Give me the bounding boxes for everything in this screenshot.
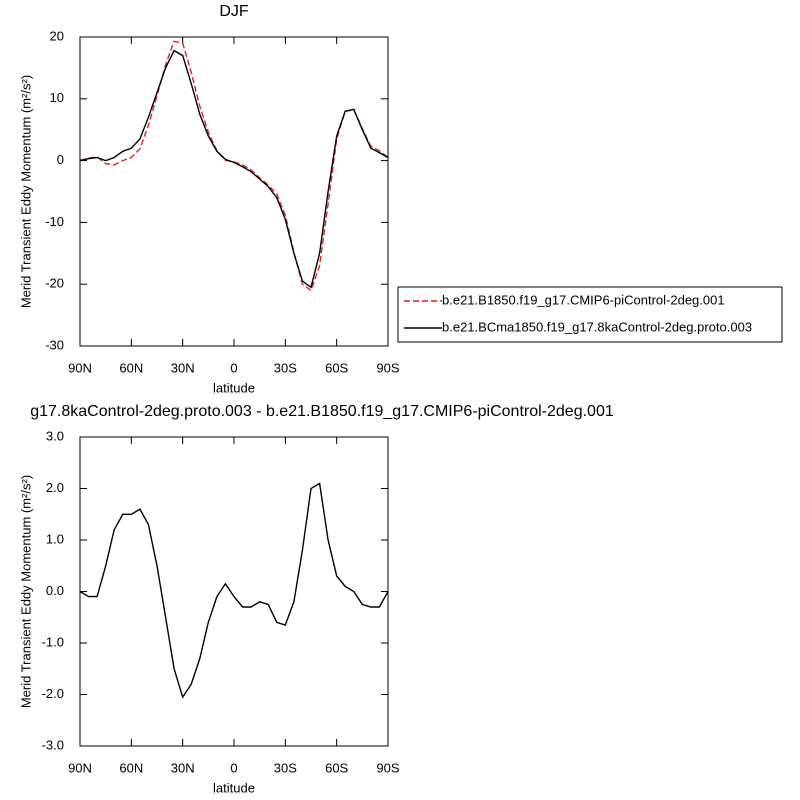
legend-label: b.e21.BCma1850.f19_g17.8kaControl-2deg.p… [442, 319, 752, 334]
y-tick-label: 3.0 [46, 428, 64, 443]
x-axis-label: latitude [213, 780, 255, 795]
x-tick-label: 60S [325, 760, 348, 775]
x-tick-label: 30S [274, 360, 297, 375]
y-tick-label: 0 [57, 152, 64, 167]
y-tick-label: 10 [50, 90, 64, 105]
x-tick-label: 0 [230, 360, 237, 375]
x-tick-label: 30N [171, 760, 195, 775]
x-axis-label: latitude [213, 380, 255, 395]
y-tick-label: -20 [45, 276, 64, 291]
y-tick-label: -2.0 [42, 686, 64, 701]
y-tick-label: 0.0 [46, 583, 64, 598]
series-line [79, 482, 389, 699]
y-tick-label: 20 [50, 28, 64, 43]
y-tick-label: -3.0 [42, 737, 64, 752]
chart-title: g17.8kaControl-2deg.proto.003 - b.e21.B1… [30, 403, 614, 420]
y-axis-label: Merid Transient Eddy Momentum (m²/s²) [18, 75, 33, 308]
x-tick-label: 0 [230, 760, 237, 775]
x-tick-label: 90N [68, 360, 92, 375]
x-tick-label: 60N [119, 760, 143, 775]
x-tick-label: 30S [274, 760, 297, 775]
plot-frame [79, 36, 389, 347]
x-tick-label: 60N [119, 360, 143, 375]
y-tick-label: -1.0 [42, 634, 64, 649]
x-tick-label: 90S [376, 760, 399, 775]
y-tick-label: -10 [45, 214, 64, 229]
x-tick-label: 60S [325, 360, 348, 375]
legend-label: b.e21.B1850.f19_g17.CMIP6-piControl-2deg… [442, 292, 725, 307]
series-line [79, 40, 389, 292]
x-tick-label: 90N [68, 760, 92, 775]
legend-box [397, 286, 783, 343]
chart-title: DJF [219, 3, 249, 20]
x-tick-label: 30N [171, 360, 195, 375]
series-line [79, 49, 389, 289]
plot-frame [79, 436, 389, 747]
y-tick-label: -30 [45, 337, 64, 352]
y-axis-label: Merid Transient Eddy Momentum (m²/s²) [18, 475, 33, 708]
x-tick-label: 90S [376, 360, 399, 375]
y-tick-label: 1.0 [46, 531, 64, 546]
y-tick-label: 2.0 [46, 480, 64, 495]
